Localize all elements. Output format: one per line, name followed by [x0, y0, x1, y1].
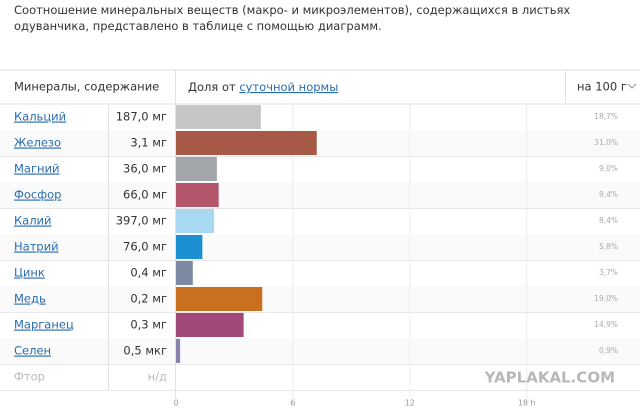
col-name: Минералы, содержание — [14, 80, 159, 94]
amount: 187,0 мг — [116, 110, 167, 124]
amount: 76,0 мг — [123, 240, 167, 254]
row-bg — [0, 182, 640, 208]
percent-label: 14,9% — [594, 320, 618, 329]
mineral-link[interactable]: Марганец — [14, 318, 74, 332]
bar — [176, 339, 181, 363]
percent-label: 5,8% — [599, 242, 618, 251]
mineral-link[interactable]: Селен — [14, 344, 51, 358]
row-bg — [0, 338, 640, 364]
bar — [176, 287, 263, 311]
per-selector[interactable]: на 100 г — [577, 80, 627, 94]
mineral-link[interactable]: Цинк — [14, 266, 45, 280]
bar — [176, 131, 317, 155]
amount: 0,5 мкг — [123, 344, 167, 358]
percent-label: 31,0% — [594, 138, 618, 147]
percent-label: 18,7% — [594, 112, 618, 121]
amount: 397,0 мг — [116, 214, 167, 228]
mineral-link: Фтор — [14, 370, 45, 384]
x-tick-label: 12 — [405, 399, 415, 408]
bar — [176, 209, 215, 233]
percent-label: 9,0% — [599, 164, 618, 173]
amount: 0,2 мг — [130, 292, 167, 306]
bar — [176, 183, 219, 207]
amount: 0,4 мг — [130, 266, 167, 280]
mineral-link[interactable]: Кальций — [14, 110, 66, 124]
intro: Соотношение минеральных веществ (макро- … — [14, 3, 571, 33]
mineral-link[interactable]: Натрий — [14, 240, 59, 254]
amount: 3,1 мг — [130, 136, 167, 150]
row-bg — [0, 234, 640, 260]
row-bg — [0, 130, 640, 156]
bar — [176, 157, 217, 181]
percent-label: 0,9% — [599, 346, 618, 355]
x-tick-label: 18 h — [518, 399, 536, 408]
amount: н/д — [148, 370, 167, 384]
mineral-link[interactable]: Железо — [14, 136, 61, 150]
x-tick-label: 6 — [290, 399, 295, 408]
dropdown-arrow[interactable] — [627, 83, 637, 89]
bar — [176, 105, 261, 129]
amount: 0,3 мг — [130, 318, 167, 332]
percent-label: 8,4% — [599, 216, 618, 225]
mineral-link[interactable]: Медь — [14, 292, 46, 306]
bar — [176, 235, 203, 259]
mineral-link[interactable]: Фосфор — [14, 188, 61, 202]
percent-label: 3,7% — [599, 268, 618, 277]
norm-link[interactable]: суточной нормы — [239, 80, 338, 94]
row-bg — [0, 286, 640, 312]
watermark: YAPLAKAL.COM — [484, 369, 615, 387]
percent-label: 9,4% — [599, 190, 618, 199]
mineral-link[interactable]: Калий — [14, 214, 52, 228]
bar — [176, 313, 244, 337]
mineral-link[interactable]: Магний — [14, 162, 59, 176]
intro-text: Соотношение минеральных веществ (макро- … — [14, 3, 571, 33]
percent-label: 19,0% — [594, 294, 618, 303]
amount: 66,0 мг — [123, 188, 167, 202]
amount: 36,0 мг — [123, 162, 167, 176]
x-tick-label: 0 — [173, 399, 178, 408]
bar — [176, 261, 193, 285]
col-share: Доля от суточной нормы — [188, 80, 338, 94]
col-share-text: Доля от — [188, 80, 236, 94]
